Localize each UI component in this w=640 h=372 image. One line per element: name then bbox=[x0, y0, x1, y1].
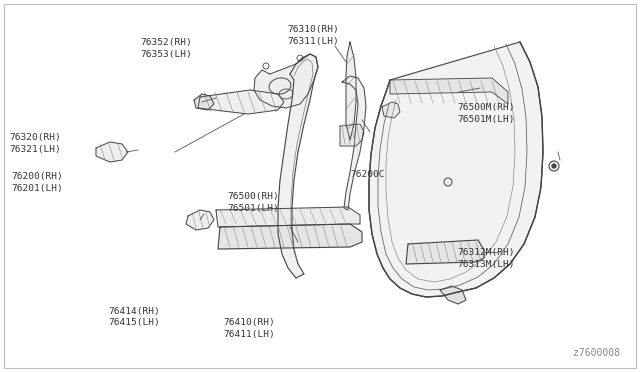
Text: 76410(RH)
76411(LH): 76410(RH) 76411(LH) bbox=[224, 318, 275, 339]
Polygon shape bbox=[278, 54, 318, 278]
Text: 76500M(RH)
76501M(LH): 76500M(RH) 76501M(LH) bbox=[458, 103, 515, 124]
Polygon shape bbox=[96, 142, 128, 162]
Text: z7600008: z7600008 bbox=[573, 348, 620, 358]
Text: 76310(RH)
76311(LH): 76310(RH) 76311(LH) bbox=[288, 25, 339, 46]
Polygon shape bbox=[342, 76, 366, 210]
Polygon shape bbox=[369, 42, 543, 297]
Text: 76414(RH)
76415(LH): 76414(RH) 76415(LH) bbox=[109, 307, 160, 327]
Polygon shape bbox=[186, 210, 214, 230]
Text: 76312M(RH)
76313M(LH): 76312M(RH) 76313M(LH) bbox=[458, 248, 515, 269]
Polygon shape bbox=[382, 102, 400, 118]
Polygon shape bbox=[254, 54, 318, 108]
Text: 76352(RH)
76353(LH): 76352(RH) 76353(LH) bbox=[141, 38, 192, 59]
Polygon shape bbox=[216, 207, 360, 227]
Polygon shape bbox=[390, 78, 508, 104]
Polygon shape bbox=[440, 286, 466, 304]
Circle shape bbox=[552, 164, 556, 168]
Polygon shape bbox=[406, 240, 484, 264]
Text: 76320(RH)
76321(LH): 76320(RH) 76321(LH) bbox=[10, 133, 61, 154]
Polygon shape bbox=[194, 94, 214, 110]
Polygon shape bbox=[198, 90, 284, 114]
Polygon shape bbox=[218, 224, 362, 249]
Polygon shape bbox=[346, 42, 356, 140]
Text: 76200C: 76200C bbox=[351, 170, 385, 179]
Text: 76500(RH)
76501(LH): 76500(RH) 76501(LH) bbox=[227, 192, 279, 213]
Polygon shape bbox=[340, 124, 364, 146]
Text: 76200(RH)
76201(LH): 76200(RH) 76201(LH) bbox=[12, 172, 63, 193]
